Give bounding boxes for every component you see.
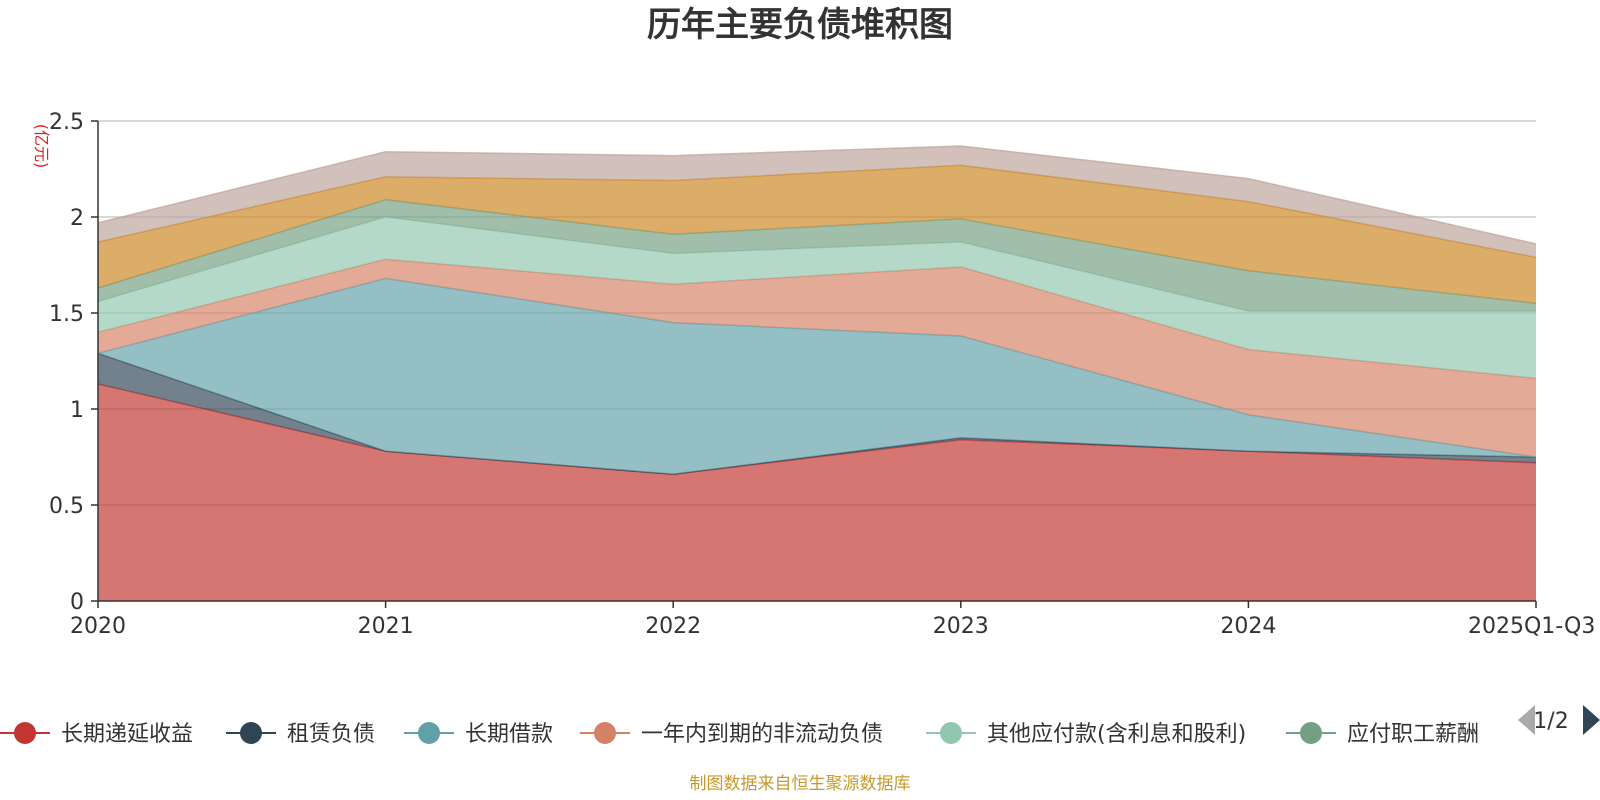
legend-item-1[interactable]: 租赁负债 — [226, 722, 375, 747]
area-series-6 — [98, 165, 1536, 304]
y-tick-label-1: 0.5 — [49, 494, 84, 519]
area-line-series-5 — [97, 198, 1537, 305]
area-series-4 — [98, 217, 1536, 379]
x-tick-label-5: 2025Q1-Q3 — [1468, 614, 1595, 639]
area-series-7 — [98, 146, 1536, 258]
legend-item-5[interactable]: 应付职工薪酬 — [1286, 722, 1479, 747]
legend: 长期递延收益 租赁负债 长期借款 一年内到期的非流动负债 其他应付款(含利息和股利) 应付… — [0, 722, 1479, 747]
legend-page-indicator: 1/2 — [1533, 709, 1568, 734]
area-line-series-7 — [97, 145, 1537, 245]
legend-pager: 1/2 — [1518, 705, 1600, 735]
y-axis-ticks: 0 0.5 1 1.5 2 2.5 — [49, 110, 98, 615]
legend-label-3: 一年内到期的非流动负债 — [641, 722, 883, 747]
area-series-3 — [98, 259, 1536, 457]
legend-item-2[interactable]: 长期借款 — [404, 722, 553, 747]
x-axis-ticks: 2020 2021 2022 2023 2024 2025Q1-Q3 — [70, 601, 1595, 639]
legend-label-4: 其他应付款(含利息和股利) — [987, 722, 1246, 747]
data-source-note: 制图数据来自恒生聚源数据库 — [690, 774, 911, 794]
y-tick-label-2: 1 — [70, 398, 84, 423]
legend-circle-marker — [1300, 722, 1322, 744]
legend-next-page-icon[interactable] — [1583, 705, 1600, 735]
area-layers — [97, 145, 1537, 601]
legend-label-1: 租赁负债 — [287, 722, 375, 747]
axes — [97, 121, 1536, 602]
area-series-2 — [98, 278, 1536, 475]
y-tick-label-4: 2 — [70, 206, 84, 231]
legend-item-4[interactable]: 其他应付款(含利息和股利) — [926, 722, 1246, 747]
legend-circle-marker — [940, 722, 962, 744]
area-series-5 — [98, 199, 1536, 312]
x-tick-label-0: 2020 — [70, 614, 126, 639]
legend-label-5: 应付职工薪酬 — [1347, 722, 1479, 747]
legend-circle-marker — [240, 722, 262, 744]
legend-label-2: 长期借款 — [465, 722, 553, 747]
chart-title: 历年主要负债堆积图 — [647, 5, 953, 45]
y-tick-label-0: 0 — [70, 590, 84, 615]
x-tick-label-2: 2022 — [645, 614, 701, 639]
x-tick-label-3: 2023 — [933, 614, 989, 639]
y-tick-label-3: 1.5 — [49, 302, 84, 327]
legend-item-0[interactable]: 长期递延收益 — [0, 722, 193, 747]
legend-label-0: 长期递延收益 — [61, 722, 193, 747]
y-tick-label-5: 2.5 — [49, 110, 84, 135]
legend-prev-page-icon[interactable] — [1518, 705, 1535, 735]
x-tick-label-4: 2024 — [1220, 614, 1276, 639]
legend-circle-marker — [418, 722, 440, 744]
legend-circle-marker — [14, 722, 36, 744]
x-tick-label-1: 2021 — [358, 614, 414, 639]
area-series-0 — [98, 384, 1536, 601]
legend-circle-marker — [594, 722, 616, 744]
y-axis-unit: (亿元) — [32, 124, 51, 169]
legend-item-3[interactable]: 一年内到期的非流动负债 — [580, 722, 883, 747]
